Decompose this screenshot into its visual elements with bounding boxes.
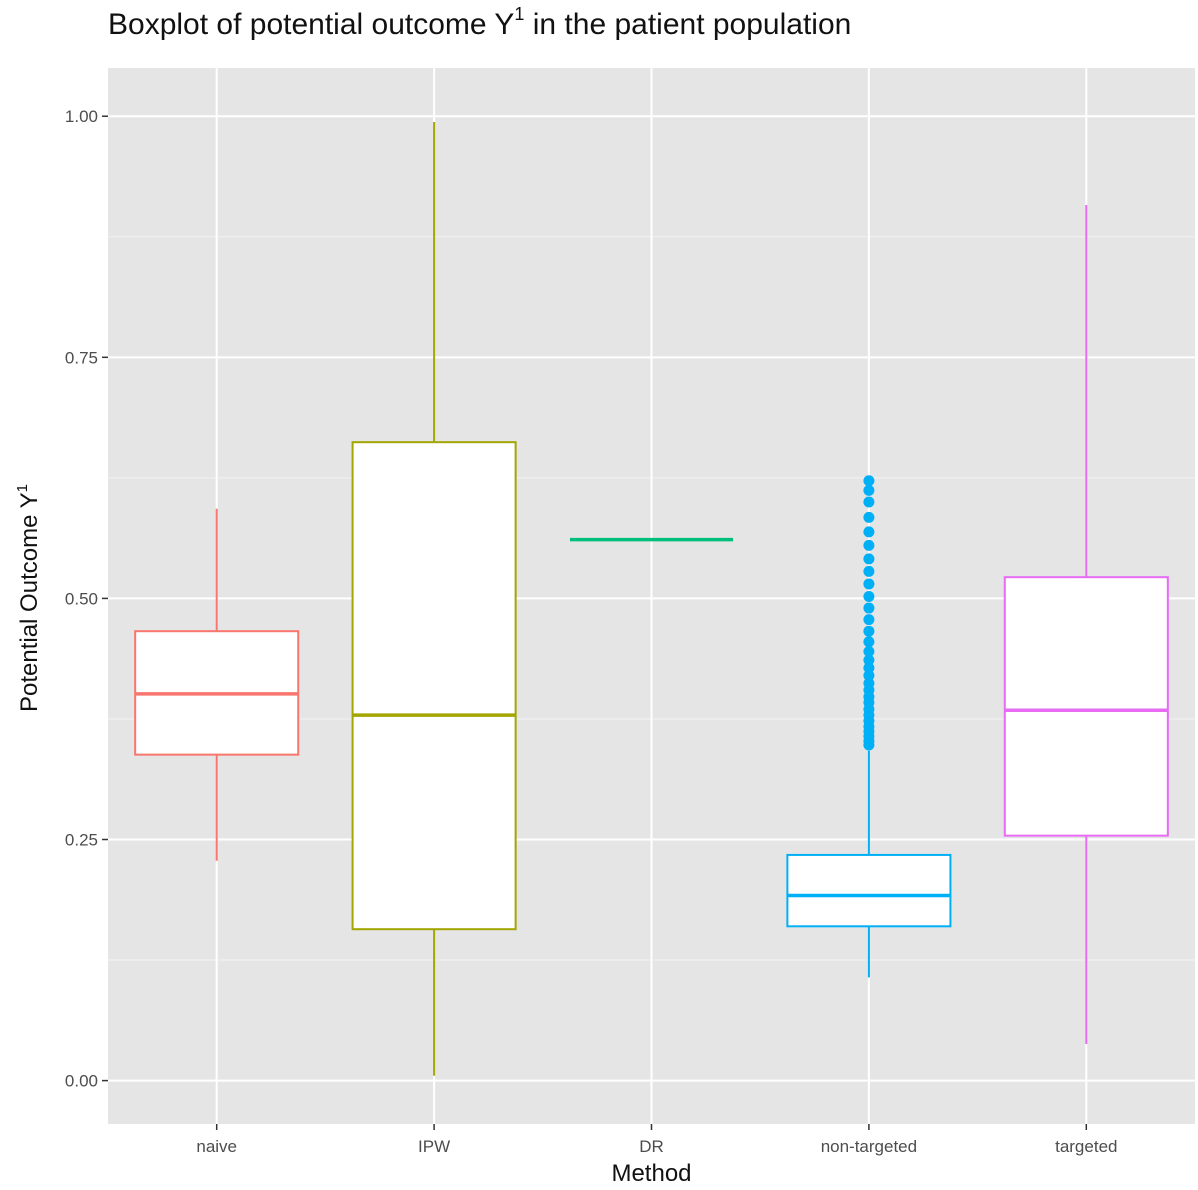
outlier-point-non-targeted xyxy=(863,475,875,487)
x-tick-label: IPW xyxy=(418,1137,450,1156)
outlier-point-non-targeted xyxy=(863,645,875,657)
outlier-point-non-targeted xyxy=(863,565,875,577)
outlier-point-non-targeted xyxy=(863,578,875,590)
outlier-point-non-targeted xyxy=(863,654,875,666)
outlier-point-non-targeted xyxy=(863,670,875,682)
box-non-targeted xyxy=(786,853,952,928)
y-tick-label: 0.25 xyxy=(65,831,98,850)
outlier-point-non-targeted xyxy=(863,677,875,689)
y-tick-label: 0.75 xyxy=(65,348,98,367)
outlier-point-non-targeted xyxy=(863,625,875,637)
x-tick-label: targeted xyxy=(1055,1137,1117,1156)
x-tick-label: naive xyxy=(196,1137,237,1156)
box-targeted xyxy=(1003,576,1169,837)
y-tick-label: 0.50 xyxy=(65,589,98,608)
y-axis-title: Potential Outcome Y1 xyxy=(14,483,43,713)
x-axis-title: Method xyxy=(611,1160,692,1187)
outlier-point-non-targeted xyxy=(863,484,875,496)
outlier-point-non-targeted xyxy=(863,539,875,551)
box-ipw xyxy=(351,441,517,931)
outlier-point-non-targeted xyxy=(863,526,875,538)
x-tick-label: non-targeted xyxy=(821,1137,917,1156)
outlier-point-non-targeted xyxy=(863,590,875,602)
chart-title: Boxplot of potential outcome Y1 in the p… xyxy=(108,4,852,41)
y-tick-label: 0.00 xyxy=(65,1072,98,1091)
outlier-point-non-targeted xyxy=(863,511,875,523)
x-tick-label: DR xyxy=(639,1137,664,1156)
outlier-point-non-targeted xyxy=(863,496,875,508)
y-tick-label: 1.00 xyxy=(65,107,98,126)
outlier-point-non-targeted xyxy=(863,602,875,614)
outlier-point-non-targeted xyxy=(863,662,875,674)
outlier-point-non-targeted xyxy=(863,553,875,565)
outlier-point-non-targeted xyxy=(863,614,875,626)
outlier-point-non-targeted xyxy=(863,636,875,648)
